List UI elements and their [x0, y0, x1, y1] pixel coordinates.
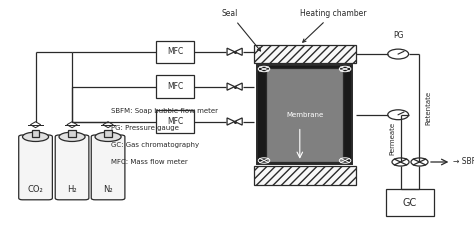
Polygon shape	[235, 118, 242, 125]
Circle shape	[388, 110, 409, 120]
Bar	[156, 75, 194, 98]
Bar	[156, 110, 194, 133]
Bar	[254, 166, 356, 184]
Bar	[266, 68, 343, 162]
Text: H₂: H₂	[67, 184, 77, 194]
Bar	[254, 45, 356, 63]
Text: PG: PG	[393, 31, 403, 40]
Circle shape	[392, 158, 409, 166]
Bar	[386, 189, 434, 216]
Bar	[32, 130, 39, 137]
Circle shape	[388, 49, 409, 59]
Text: Permeate: Permeate	[389, 122, 395, 155]
Polygon shape	[227, 118, 235, 125]
Text: Membrane: Membrane	[286, 112, 323, 118]
Polygon shape	[235, 83, 242, 90]
Text: GC: Gas chromatography: GC: Gas chromatography	[111, 142, 200, 148]
FancyBboxPatch shape	[18, 135, 53, 200]
Text: CO₂: CO₂	[27, 184, 44, 194]
Text: MFC: MFC	[167, 47, 183, 56]
Text: Retentate: Retentate	[425, 91, 431, 125]
Circle shape	[411, 158, 428, 166]
Text: → SBFM: → SBFM	[453, 158, 474, 166]
Text: Heating chamber: Heating chamber	[300, 9, 366, 42]
Text: GC: GC	[403, 198, 417, 207]
Text: MFC: MFC	[167, 117, 183, 126]
Ellipse shape	[22, 132, 48, 142]
Bar	[257, 65, 352, 164]
Polygon shape	[103, 122, 113, 128]
Bar	[156, 40, 194, 63]
Ellipse shape	[95, 132, 121, 142]
FancyBboxPatch shape	[91, 135, 125, 200]
Ellipse shape	[59, 132, 85, 142]
Text: N₂: N₂	[103, 184, 113, 194]
Text: PG: Pressure gauge: PG: Pressure gauge	[111, 125, 179, 131]
Bar	[68, 130, 76, 137]
Text: SBFM: Soap bubble flow meter: SBFM: Soap bubble flow meter	[111, 108, 219, 114]
Polygon shape	[227, 48, 235, 55]
FancyBboxPatch shape	[55, 135, 89, 200]
Bar	[104, 130, 112, 137]
Polygon shape	[235, 48, 242, 55]
Polygon shape	[30, 122, 41, 128]
Polygon shape	[227, 83, 235, 90]
Polygon shape	[67, 122, 77, 128]
Text: Seal: Seal	[222, 9, 261, 51]
Text: MFC: MFC	[167, 82, 183, 91]
Text: MFC: Mass flow meter: MFC: Mass flow meter	[111, 159, 188, 165]
